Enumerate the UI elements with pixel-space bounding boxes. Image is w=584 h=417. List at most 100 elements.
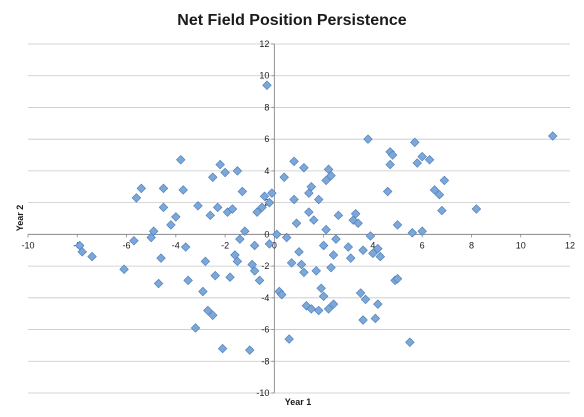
data-point: [257, 202, 267, 213]
data-point: [200, 256, 211, 267]
data-point: [392, 274, 403, 284]
data-point: [365, 231, 376, 241]
x-axis-label: Year 1: [285, 397, 312, 407]
data-point: [240, 226, 250, 236]
x-tick-label: -2: [221, 240, 229, 250]
x-tick-label: 4: [370, 240, 375, 250]
data-point: [264, 239, 275, 249]
data-point: [328, 250, 339, 260]
data-point: [318, 240, 329, 251]
data-point: [198, 286, 208, 297]
data-point: [284, 334, 294, 344]
data-point: [387, 150, 398, 160]
data-point: [355, 288, 366, 298]
data-point: [264, 197, 275, 208]
data-point: [417, 226, 427, 236]
data-point: [313, 305, 324, 316]
x-tick-label: 8: [469, 240, 474, 250]
data-point: [410, 137, 420, 148]
data-points: [75, 80, 558, 355]
data-point: [350, 209, 361, 219]
data-point: [131, 193, 142, 203]
data-point: [281, 232, 292, 243]
data-point: [245, 345, 255, 355]
data-point: [183, 275, 193, 286]
data-point: [331, 234, 341, 244]
data-point: [370, 313, 381, 324]
data-point: [180, 242, 191, 252]
data-point: [437, 205, 447, 216]
data-point: [392, 220, 403, 230]
y-tick-label: 12: [259, 39, 269, 49]
data-point: [294, 247, 304, 257]
y-tick-label: 6: [264, 134, 269, 144]
data-point: [360, 294, 371, 305]
x-tick-label: -6: [123, 240, 131, 250]
data-point: [333, 210, 344, 221]
data-point: [205, 210, 216, 221]
data-point: [146, 232, 156, 243]
data-point: [87, 251, 97, 262]
y-tick-label: 10: [259, 71, 269, 81]
data-point: [166, 220, 176, 230]
data-point: [217, 343, 228, 354]
data-point: [385, 159, 395, 170]
data-point: [215, 159, 225, 170]
data-point: [363, 134, 373, 144]
data-point: [262, 80, 272, 90]
data-point: [318, 291, 329, 301]
data-point: [304, 188, 314, 198]
data-point: [208, 172, 218, 182]
data-point: [299, 163, 309, 173]
data-point: [212, 202, 223, 213]
data-point: [259, 191, 270, 202]
data-point: [417, 151, 427, 162]
data-point: [227, 204, 238, 214]
data-point: [254, 275, 265, 286]
data-point: [346, 253, 356, 263]
y-tick-label: -8: [261, 356, 269, 366]
data-point: [235, 234, 245, 244]
y-tick-label: 8: [264, 102, 269, 112]
axes: [27, 43, 571, 394]
data-point: [237, 186, 248, 197]
data-point: [225, 272, 235, 282]
data-point: [407, 228, 418, 238]
data-point: [306, 182, 317, 192]
data-point: [439, 175, 450, 186]
data-point: [291, 218, 302, 228]
data-point: [328, 299, 339, 309]
data-point: [156, 253, 166, 263]
x-tick-label: 10: [516, 240, 526, 250]
x-tick-label: -4: [172, 240, 180, 250]
x-tick-label: 6: [420, 240, 425, 250]
data-point: [208, 310, 218, 320]
y-tick-label: -10: [256, 388, 269, 398]
data-point: [313, 194, 324, 205]
data-point: [306, 304, 317, 314]
data-point: [316, 283, 326, 294]
data-point: [321, 175, 331, 186]
data-point: [321, 224, 331, 235]
data-point: [272, 229, 282, 240]
data-point: [326, 170, 336, 181]
data-point: [311, 266, 321, 276]
data-point: [279, 172, 289, 182]
data-point: [129, 235, 139, 246]
data-point: [412, 158, 422, 168]
data-point: [471, 204, 482, 214]
gridlines: [28, 43, 570, 394]
data-point: [373, 299, 383, 309]
data-point: [358, 245, 368, 255]
y-tick-label: -2: [261, 261, 269, 271]
data-point: [373, 243, 383, 254]
data-point: [277, 289, 287, 300]
data-point: [301, 301, 312, 311]
x-tick-label: 0: [272, 240, 277, 250]
data-point: [136, 183, 147, 194]
data-point: [220, 167, 230, 178]
data-point: [148, 226, 159, 236]
data-point: [358, 315, 368, 325]
data-point: [178, 185, 188, 195]
data-point: [375, 251, 386, 262]
